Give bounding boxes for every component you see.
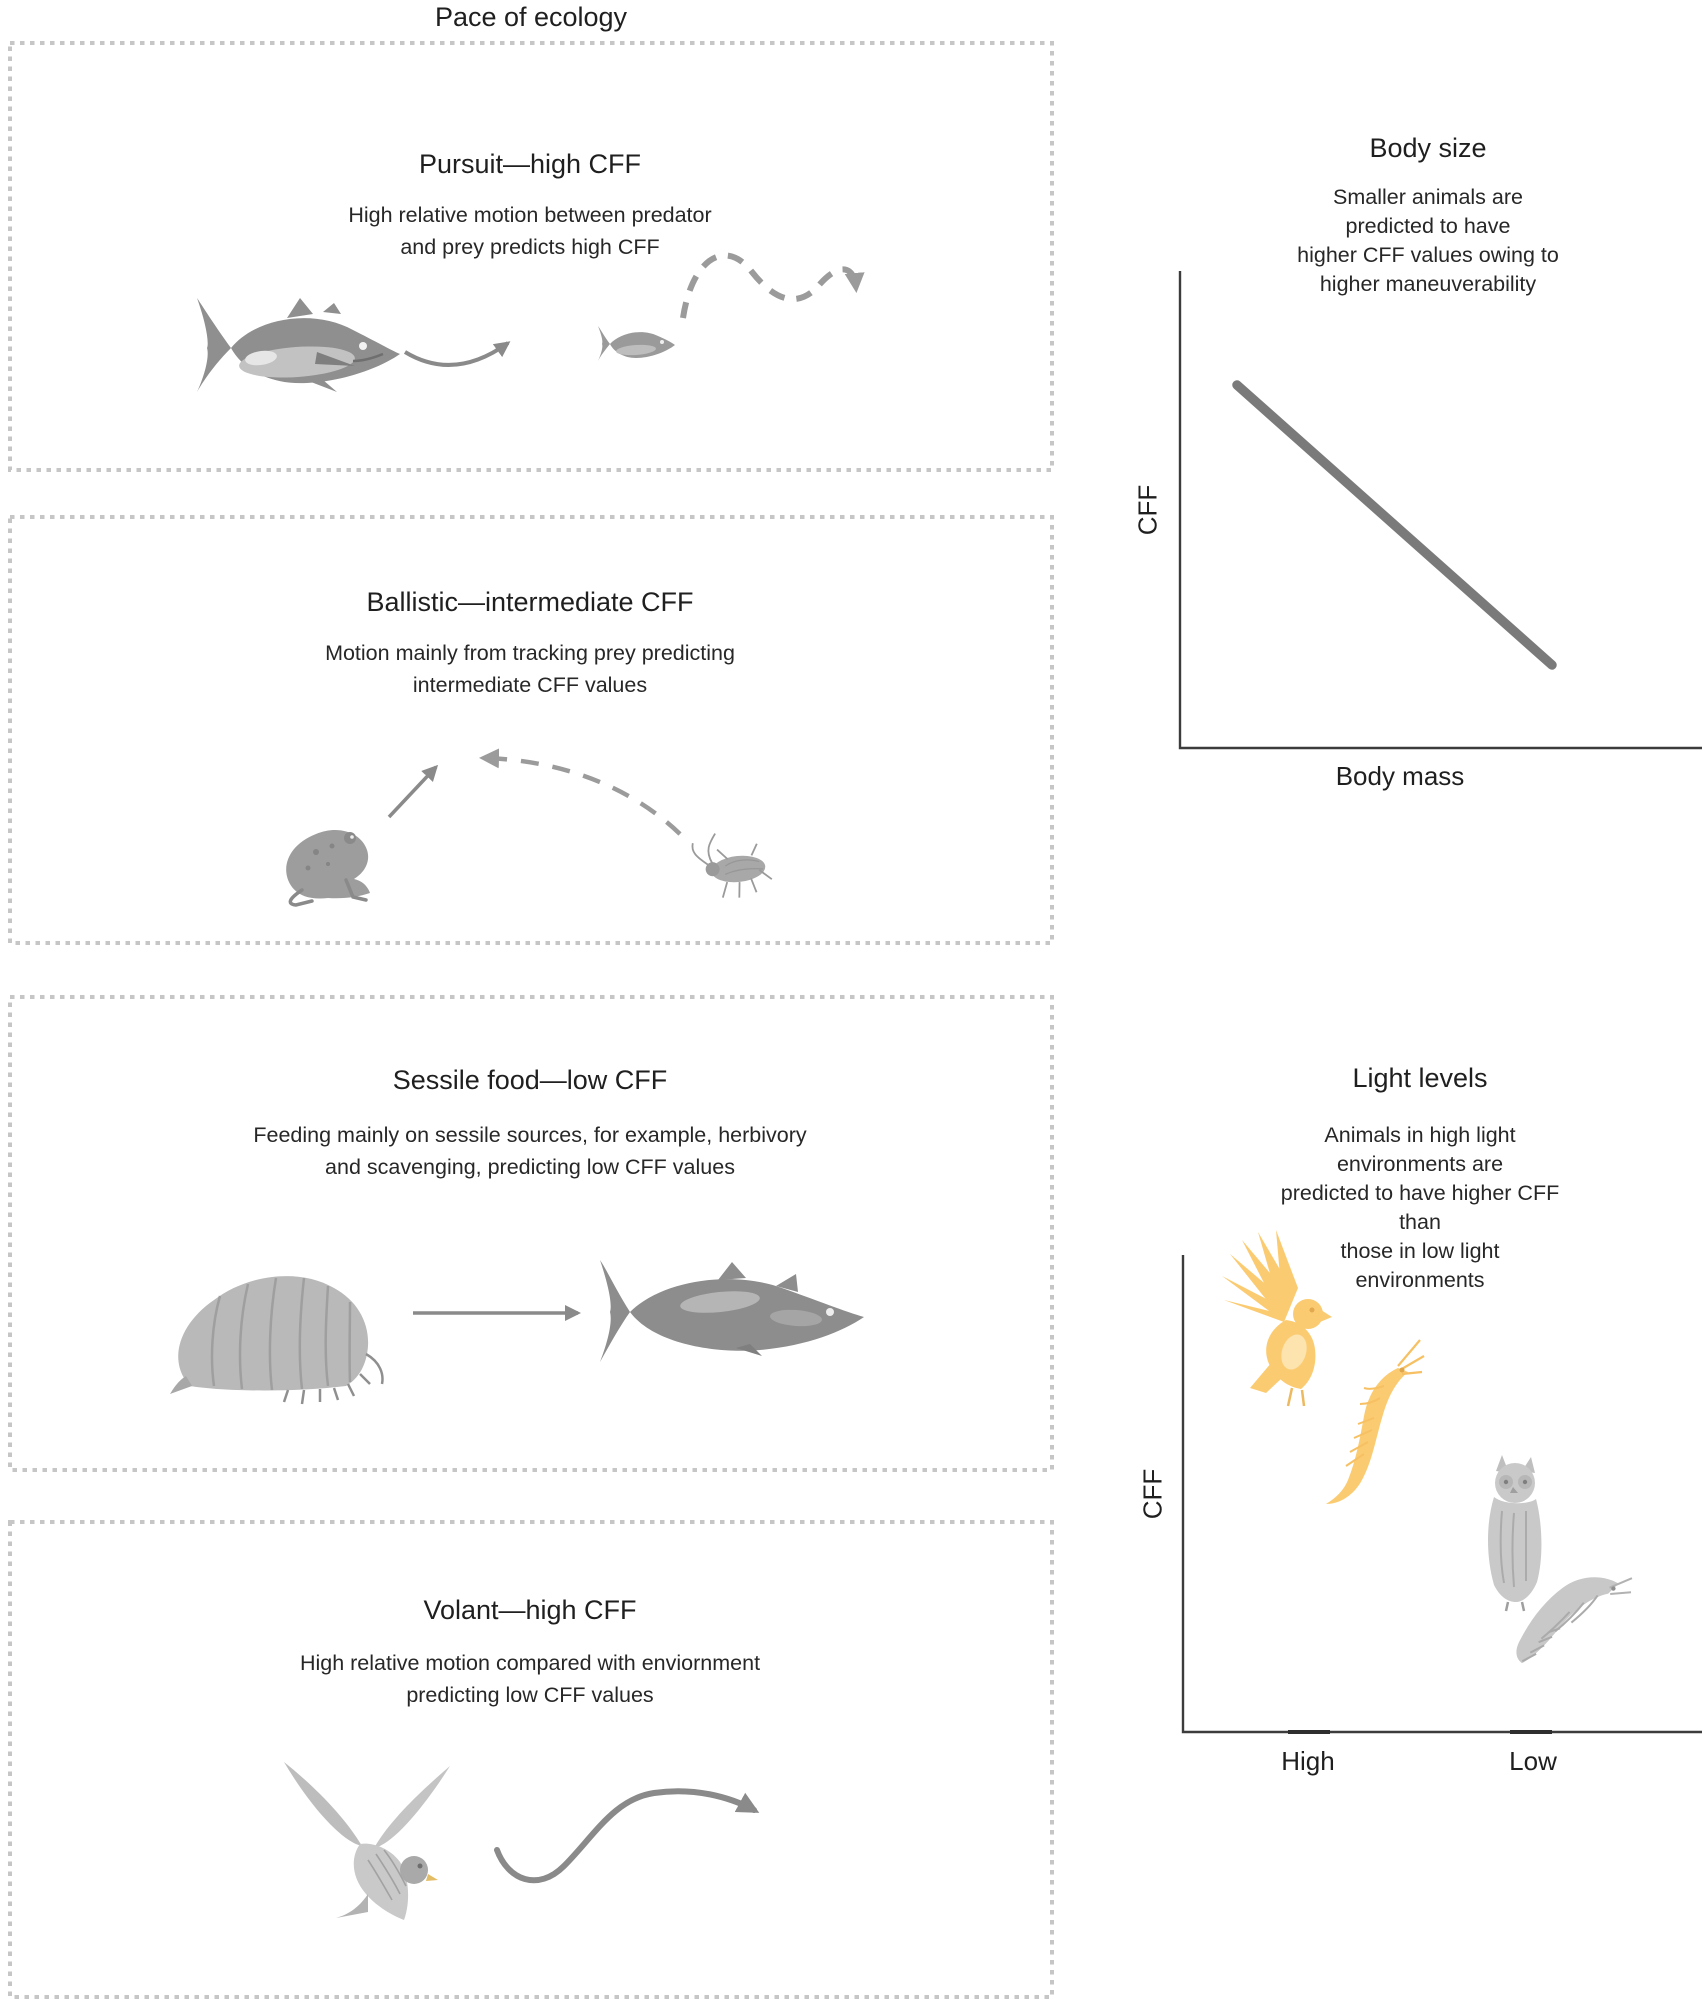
light-levels-tick-high: High bbox=[1281, 1746, 1335, 1776]
dead-fish-illustration bbox=[600, 1260, 864, 1362]
body-size-title: Body size bbox=[1369, 133, 1487, 163]
sessile-description: Feeding mainly on sessile sources, for e… bbox=[253, 1119, 806, 1183]
body-size-axes bbox=[1178, 271, 1702, 750]
owl-illustration bbox=[1488, 1455, 1542, 1612]
body-size-y-axis-label: CFF bbox=[1132, 484, 1163, 536]
escape-arrow bbox=[680, 252, 865, 319]
light-levels-y-axis-label: CFF bbox=[1137, 1468, 1168, 1520]
light-levels-subtitle-line2: predicted to have higher CFF than bbox=[1280, 1181, 1560, 1234]
light-levels-axes bbox=[1181, 1255, 1702, 1734]
ballistic-description-line1: Motion mainly from tracking prey predict… bbox=[325, 641, 735, 665]
figure-title: Pace of ecology bbox=[434, 2, 628, 32]
volant-description-line2: predicting low CFF values bbox=[406, 1683, 654, 1707]
tuna-illustration bbox=[197, 298, 400, 392]
light-levels-subtitle-line1: Animals in high light environments are bbox=[1324, 1123, 1516, 1176]
sun-bird-illustration bbox=[1222, 1230, 1332, 1407]
ballistic-panel-border bbox=[8, 515, 1054, 945]
light-levels-subtitle-line3: those in low light environments bbox=[1340, 1239, 1500, 1292]
pursuit-heading: Pursuit—high CFF bbox=[418, 149, 642, 179]
light-levels-tick-low: Low bbox=[1509, 1746, 1557, 1776]
sessile-description-line1: Feeding mainly on sessile sources, for e… bbox=[253, 1123, 807, 1147]
volant-panel-border bbox=[8, 1520, 1054, 1999]
insect-illustration bbox=[691, 833, 773, 898]
frog-illustration bbox=[286, 829, 370, 907]
ballistic-description-line2: intermediate CFF values bbox=[412, 673, 648, 697]
body-size-subtitle-line1: Smaller animals are predicted to have bbox=[1333, 185, 1523, 238]
body-size-trend-line bbox=[1232, 380, 1557, 670]
ballistic-description: Motion mainly from tracking prey predict… bbox=[325, 637, 735, 701]
ballistic-heading: Ballistic—intermediate CFF bbox=[366, 587, 694, 617]
isopod-illustration bbox=[170, 1276, 384, 1405]
sun-shrimp-illustration bbox=[1326, 1339, 1425, 1504]
volant-description: High relative motion compared with envio… bbox=[300, 1647, 760, 1711]
pursuit-description-line1: High relative motion between predator bbox=[348, 203, 712, 227]
sessile-description-line2: and scavenging, predicting low CFF value… bbox=[325, 1155, 735, 1179]
chase-arrow bbox=[403, 341, 511, 368]
falcon-illustration bbox=[284, 1762, 450, 1920]
pursuit-description: High relative motion between predator an… bbox=[348, 199, 711, 263]
small-fish-illustration bbox=[598, 326, 675, 361]
light-levels-title: Light levels bbox=[1352, 1063, 1488, 1093]
tongue-arrow bbox=[387, 764, 439, 819]
pursuit-panel-border bbox=[8, 41, 1054, 472]
volant-description-line1: High relative motion compared with envio… bbox=[299, 1651, 761, 1675]
light-levels-subtitle: Animals in high light environments are p… bbox=[1279, 1121, 1562, 1295]
amphipod-illustration bbox=[1516, 1577, 1633, 1664]
body-size-subtitle: Smaller animals are predicted to have hi… bbox=[1291, 183, 1566, 299]
volant-heading: Volant—high CFF bbox=[423, 1595, 637, 1625]
flight-arrow bbox=[494, 1788, 760, 1884]
sessile-heading: Sessile food—low CFF bbox=[392, 1065, 668, 1095]
sessile-panel-border bbox=[8, 995, 1054, 1472]
body-size-subtitle-line3: higher maneuverability bbox=[1319, 272, 1537, 296]
pursuit-description-line2: and prey predicts high CFF bbox=[400, 235, 660, 259]
body-size-subtitle-line2: higher CFF values owing to bbox=[1297, 243, 1559, 267]
body-size-x-axis-label: Body mass bbox=[1335, 761, 1465, 791]
ballistic-arrow bbox=[479, 748, 682, 836]
